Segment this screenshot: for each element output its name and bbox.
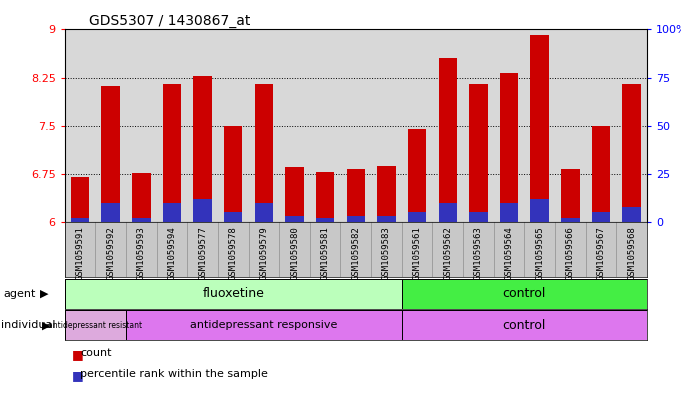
Bar xyxy=(316,218,334,222)
Text: GDS5307 / 1430867_at: GDS5307 / 1430867_at xyxy=(89,14,250,28)
Bar xyxy=(71,177,89,222)
Text: ■: ■ xyxy=(72,348,83,361)
Bar xyxy=(65,279,402,309)
Text: GSM1059566: GSM1059566 xyxy=(566,226,575,280)
Bar xyxy=(347,216,365,222)
Text: GSM1059583: GSM1059583 xyxy=(382,226,391,280)
Text: GSM1059592: GSM1059592 xyxy=(106,226,115,280)
Bar xyxy=(377,165,396,222)
Bar xyxy=(592,126,610,222)
Bar xyxy=(255,203,273,222)
Bar xyxy=(439,203,457,222)
Bar xyxy=(316,172,334,222)
Text: percentile rank within the sample: percentile rank within the sample xyxy=(80,369,268,379)
Text: ▶: ▶ xyxy=(40,288,48,299)
Text: GSM1059582: GSM1059582 xyxy=(351,226,360,280)
Bar xyxy=(561,169,580,222)
Bar xyxy=(163,84,181,222)
Bar xyxy=(469,212,488,222)
Bar xyxy=(530,35,549,222)
Text: GSM1059568: GSM1059568 xyxy=(627,226,636,280)
Text: GSM1059567: GSM1059567 xyxy=(597,226,605,280)
Text: GSM1059580: GSM1059580 xyxy=(290,226,299,280)
Text: antidepressant responsive: antidepressant responsive xyxy=(190,320,338,330)
Bar xyxy=(622,207,641,222)
Bar xyxy=(132,218,151,222)
Text: ▶: ▶ xyxy=(42,320,50,331)
Text: ■: ■ xyxy=(72,369,83,382)
Bar xyxy=(377,216,396,222)
Text: control: control xyxy=(503,319,546,332)
Text: GSM1059593: GSM1059593 xyxy=(137,226,146,280)
Bar xyxy=(500,203,518,222)
Bar xyxy=(408,212,426,222)
Bar xyxy=(101,203,120,222)
Text: GSM1059579: GSM1059579 xyxy=(259,226,268,280)
Bar xyxy=(163,203,181,222)
Bar xyxy=(101,86,120,222)
Text: control: control xyxy=(503,287,546,300)
Text: GSM1059563: GSM1059563 xyxy=(474,226,483,280)
Text: GSM1059577: GSM1059577 xyxy=(198,226,207,280)
Bar xyxy=(469,84,488,222)
Text: GSM1059564: GSM1059564 xyxy=(505,226,513,280)
Text: GSM1059581: GSM1059581 xyxy=(321,226,330,280)
Bar xyxy=(500,73,518,222)
Bar xyxy=(193,199,212,222)
Bar xyxy=(439,58,457,222)
Bar xyxy=(255,84,273,222)
Bar xyxy=(285,216,304,222)
Text: individual: individual xyxy=(1,320,55,331)
Text: count: count xyxy=(80,348,112,358)
Text: agent: agent xyxy=(3,288,36,299)
Text: GSM1059562: GSM1059562 xyxy=(443,226,452,280)
Bar xyxy=(193,76,212,222)
Bar xyxy=(402,310,647,340)
Bar xyxy=(408,129,426,222)
Bar xyxy=(530,199,549,222)
Text: GSM1059594: GSM1059594 xyxy=(168,226,176,280)
Bar xyxy=(561,218,580,222)
Bar xyxy=(224,212,242,222)
Text: fluoxetine: fluoxetine xyxy=(202,287,264,300)
Text: GSM1059591: GSM1059591 xyxy=(76,226,84,280)
Bar xyxy=(71,218,89,222)
Bar xyxy=(285,167,304,222)
Bar xyxy=(592,212,610,222)
Bar xyxy=(402,279,647,309)
Text: GSM1059565: GSM1059565 xyxy=(535,226,544,280)
Text: GSM1059561: GSM1059561 xyxy=(413,226,422,280)
Bar xyxy=(622,84,641,222)
Bar xyxy=(347,169,365,222)
Bar xyxy=(132,173,151,222)
Text: antidepressant resistant: antidepressant resistant xyxy=(48,321,142,330)
Text: GSM1059578: GSM1059578 xyxy=(229,226,238,280)
Bar xyxy=(224,126,242,222)
Bar xyxy=(65,310,126,340)
Bar xyxy=(126,310,402,340)
